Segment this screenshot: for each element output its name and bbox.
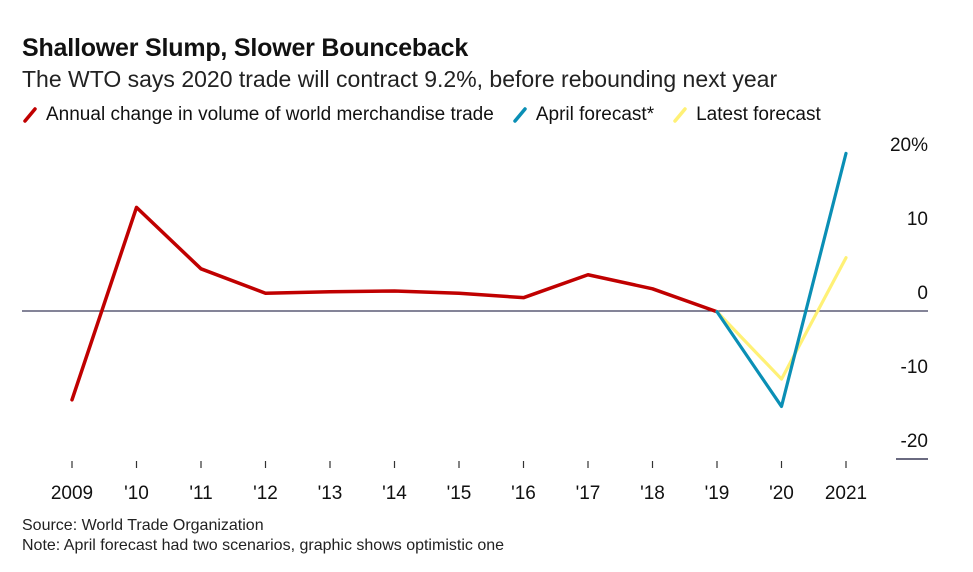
legend-label-latest: Latest forecast xyxy=(696,104,821,125)
chart-title: Shallower Slump, Slower Bounceback xyxy=(22,34,469,62)
legend-item-actual: Annual change in volume of world merchan… xyxy=(22,104,494,126)
x-tick-label: 2009 xyxy=(51,483,93,504)
source-note: Source: World Trade Organization xyxy=(22,517,264,534)
legend-swatch-actual-icon xyxy=(23,107,37,123)
x-tick-label: '17 xyxy=(576,483,601,504)
x-tick-label: '13 xyxy=(318,483,343,504)
y-tick-label: 20% xyxy=(890,135,928,156)
y-tick-label: 0 xyxy=(917,283,928,304)
y-tick-label: -10 xyxy=(901,357,928,378)
footnote: Note: April forecast had two scenarios, … xyxy=(22,537,505,554)
x-tick-label: '11 xyxy=(189,483,212,504)
x-tick-label: '20 xyxy=(769,483,794,504)
legend: Annual change in volume of world merchan… xyxy=(22,104,839,126)
x-tick-label: '12 xyxy=(253,483,278,504)
x-tick-label: '16 xyxy=(511,483,536,504)
x-tick-label: '19 xyxy=(705,483,730,504)
legend-item-latest: Latest forecast xyxy=(672,104,821,126)
x-tick-label: 2021 xyxy=(825,483,867,504)
series-line-april-forecast xyxy=(715,151,848,409)
legend-label-actual: Annual change in volume of world merchan… xyxy=(46,104,494,125)
x-tick-label: '10 xyxy=(124,483,149,504)
x-tick-label: '15 xyxy=(447,483,472,504)
series-line-actual xyxy=(70,205,719,402)
legend-label-april: April forecast* xyxy=(535,104,655,125)
footer: Source: World Trade Organization Note: A… xyxy=(22,516,504,556)
y-tick-label: 10 xyxy=(907,209,928,230)
chart-subtitle: The WTO says 2020 trade will contract 9.… xyxy=(22,66,778,92)
legend-swatch-april-icon xyxy=(513,107,527,123)
y-tick-label: -20 xyxy=(901,431,928,452)
x-tick-label: '18 xyxy=(640,483,665,504)
legend-swatch-latest-icon xyxy=(673,107,687,123)
series-line-latest-forecast xyxy=(715,256,848,381)
x-tick-label: '14 xyxy=(382,483,407,504)
legend-item-april: April forecast* xyxy=(512,104,654,126)
